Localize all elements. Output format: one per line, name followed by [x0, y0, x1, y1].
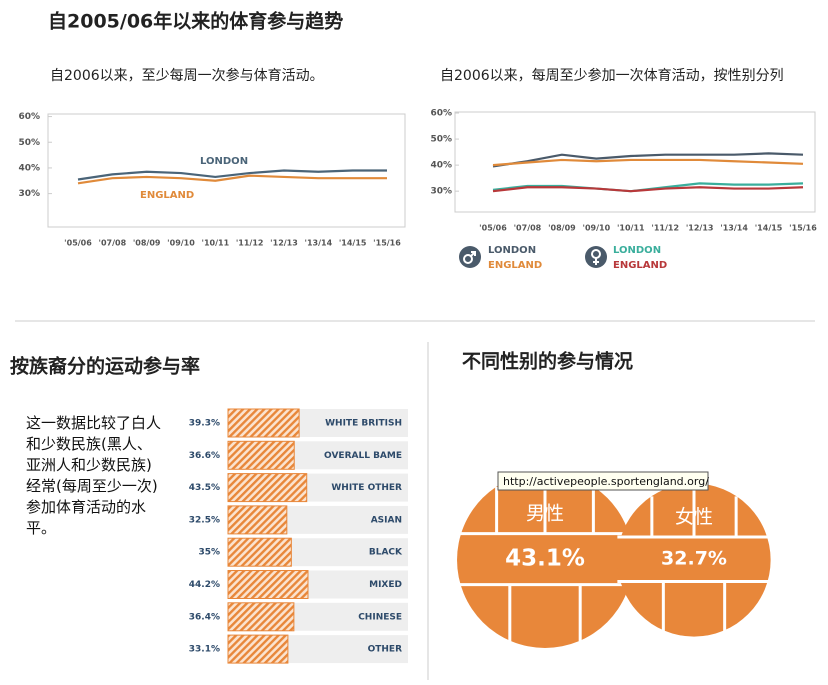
- page-title: 自2005/06年以来的体育参与趋势: [48, 10, 343, 33]
- ball-seam: [617, 483, 771, 633]
- value-label: 35%: [198, 548, 220, 558]
- line-series: [77, 174, 387, 185]
- category-label: OTHER: [368, 645, 402, 655]
- bar: [227, 505, 288, 535]
- category-label: MIXED: [369, 580, 402, 590]
- legend-icon: [463, 254, 473, 264]
- y-tick-label: 50%: [430, 135, 452, 145]
- x-tick-label: '09/10: [167, 239, 195, 248]
- chart-subtitle: 自2006以来，每周至少参加一次体育活动，按性别分列: [440, 67, 784, 84]
- x-tick-label: '12/13: [270, 239, 298, 248]
- y-tick-label: 60%: [18, 112, 40, 122]
- x-tick-label: '07/08: [99, 239, 127, 248]
- value-label: 33.1%: [189, 645, 220, 655]
- value-label: 36.6%: [189, 451, 220, 461]
- x-tick-label: '11/12: [651, 224, 679, 233]
- category-label: OVERALL BAME: [324, 451, 402, 461]
- category-label: 男性: [526, 503, 564, 525]
- y-tick-label: 40%: [430, 161, 452, 171]
- category-label: ASIAN: [371, 515, 402, 525]
- y-tick-label: 30%: [430, 187, 452, 197]
- value-label: 39.3%: [189, 419, 220, 429]
- y-tick-label: 40%: [18, 163, 40, 173]
- bar: [227, 440, 295, 470]
- description: 这一数据比较了白人和少数民族(黑人、亚洲人和少数民族)经常(每周至少一次)参加体…: [26, 414, 162, 537]
- value-label: 36.4%: [189, 612, 220, 622]
- series-label: ENGLAND: [140, 190, 194, 201]
- x-tick-label: '15/16: [789, 224, 817, 233]
- ball: [617, 483, 771, 637]
- tooltip-box: [497, 471, 709, 491]
- series-label: LONDON: [200, 156, 248, 167]
- x-tick-label: '05/06: [64, 239, 92, 248]
- category-label: CHINESE: [358, 612, 402, 622]
- line-series: [492, 186, 804, 193]
- x-tick-label: '07/08: [514, 224, 542, 233]
- value-label: 43.5%: [189, 483, 220, 493]
- legend-icon: [593, 258, 599, 265]
- x-tick-label: '10/11: [202, 239, 230, 248]
- tooltip: http://activepeople.sportengland.org/: [503, 475, 709, 488]
- category-label: WHITE BRITISH: [325, 419, 402, 429]
- legend-entry: ENGLAND: [488, 260, 542, 271]
- value-label: 44.2%: [189, 580, 220, 590]
- category-label: WHITE OTHER: [331, 483, 402, 493]
- x-tick-label: '13/14: [305, 239, 333, 248]
- ball: [457, 472, 633, 648]
- x-tick-label: '14/15: [755, 224, 783, 233]
- ball-seam: [457, 472, 633, 644]
- bar: [227, 408, 300, 438]
- bar: [227, 537, 292, 567]
- bar: [227, 634, 289, 664]
- value-label: 32.7%: [661, 548, 727, 570]
- line-series: [492, 152, 804, 168]
- bar: [227, 570, 309, 599]
- x-tick-label: '10/11: [617, 224, 645, 233]
- x-tick-label: '15/16: [373, 239, 401, 248]
- legend-entry: LONDON: [488, 245, 536, 256]
- value-label: 32.5%: [189, 515, 220, 525]
- y-tick-label: 60%: [430, 109, 452, 119]
- bar: [227, 473, 308, 503]
- y-tick-label: 30%: [18, 189, 40, 199]
- legend-icon: [470, 251, 476, 257]
- chart-title: 不同性别的参与情况: [462, 350, 633, 373]
- category-label: 女性: [675, 506, 713, 528]
- bar: [227, 602, 295, 632]
- plot-frame: [454, 111, 816, 213]
- y-tick-label: 50%: [18, 138, 40, 148]
- x-tick-label: '12/13: [686, 224, 714, 233]
- category-label: BLACK: [369, 548, 403, 558]
- plot-frame: [47, 113, 406, 228]
- x-tick-label: '08/09: [548, 224, 576, 233]
- x-tick-label: '14/15: [339, 239, 367, 248]
- value-label: 43.1%: [505, 546, 585, 572]
- legend-icon: [459, 246, 481, 268]
- x-tick-label: '13/14: [720, 224, 748, 233]
- line-series: [77, 169, 387, 181]
- legend-entry: ENGLAND: [613, 260, 667, 271]
- chart-subtitle: 自2006以来，至少每周一次参与体育活动。: [50, 67, 324, 84]
- legend-entry: LONDON: [613, 245, 661, 256]
- line-series: [492, 158, 804, 167]
- x-tick-label: '05/06: [479, 224, 507, 233]
- x-tick-label: '11/12: [236, 239, 264, 248]
- x-tick-label: '08/09: [133, 239, 161, 248]
- x-tick-label: '09/10: [583, 224, 611, 233]
- chart-title: 按族裔分的运动参与率: [10, 355, 200, 378]
